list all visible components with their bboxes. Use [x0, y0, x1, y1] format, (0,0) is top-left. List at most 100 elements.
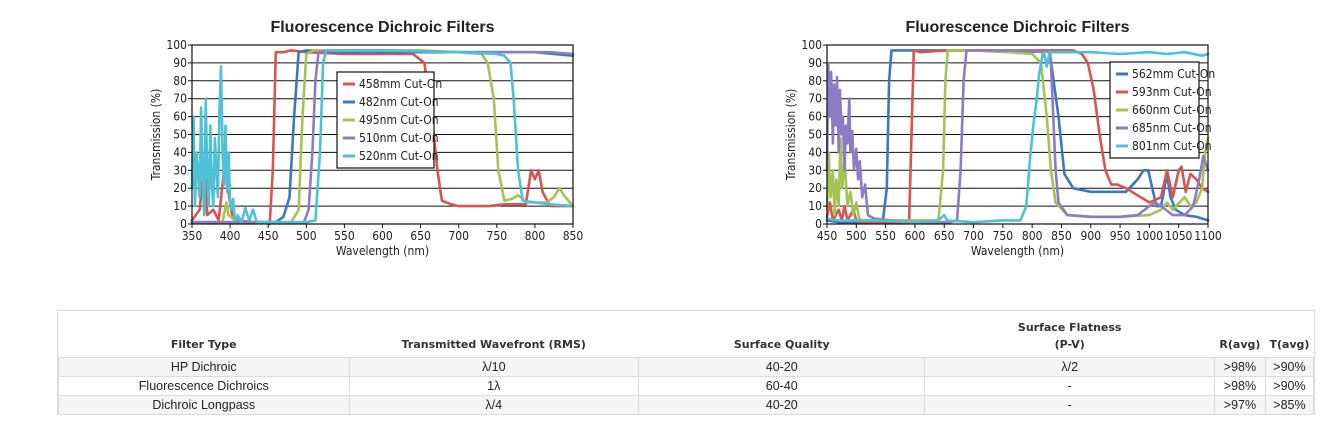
chart2-xtick-500: 500 — [846, 229, 867, 243]
cell-wavefront: λ/10 — [348, 356, 640, 377]
cell-r-avg: >98% — [1213, 375, 1266, 396]
header-surface-flatness-line2: (P-V) — [1054, 337, 1085, 351]
chart1-series-520nm-cut-on — [190, 49, 575, 224]
header-surface-flatness-line1: Surface Flatness — [1017, 320, 1122, 334]
cell-surface-quality: 60-40 — [638, 375, 926, 396]
chart2-ylabel: Transmission (%) — [784, 89, 798, 182]
chart1-xtick-800: 800 — [525, 229, 546, 243]
chart2-title: Fluorescence Dichroic Filters — [905, 19, 1129, 36]
chart1-legend-label-520nm-cut-on: 520nm Cut-On — [359, 149, 439, 163]
chart1-xtick-500: 500 — [296, 229, 317, 243]
header-transmitted-wavefront: Transmitted Wavefront (RMS) — [401, 337, 586, 351]
chart1-xlabel: Wavelength (nm) — [336, 244, 429, 258]
chart2-ytick-10: 10 — [808, 199, 822, 213]
cell-wavefront: 1λ — [348, 375, 640, 396]
chart1-ytick-70: 70 — [173, 92, 187, 106]
chart1-xtick-600: 600 — [372, 229, 393, 243]
chart1-ytick-30: 30 — [173, 163, 187, 177]
chart2-legend-label-593nm-cut-on: 593nm Cut-On — [1132, 85, 1212, 99]
chart1-xtick-350: 350 — [182, 229, 203, 243]
chart1-ytick-80: 80 — [173, 74, 187, 88]
table-row: HP Dichroic λ/10 40-20 λ/2 >98% >90% — [58, 356, 1315, 377]
chart1-xtick-850: 850 — [563, 229, 584, 243]
chart2-ytick-70: 70 — [808, 92, 822, 106]
chart2-legend-label-660nm-cut-on: 660nm Cut-On — [1132, 103, 1212, 117]
chart1-ytick-50: 50 — [173, 128, 187, 142]
chart2-ytick-0: 0 — [815, 217, 822, 231]
header-r-avg: R(avg) — [1219, 337, 1261, 351]
cell-wavefront: λ/4 — [348, 394, 640, 415]
chart-right-svg: Fluorescence Dichroic Filters 0 10 20 30 40 50… — [784, 19, 1222, 258]
chart1-xtick-700: 700 — [448, 229, 469, 243]
chart1-ytick-60: 60 — [173, 110, 187, 124]
chart2-series-660nm-cut-on — [825, 49, 1210, 222]
chart2-ytick-40: 40 — [808, 145, 822, 159]
chart2-ytick-60: 60 — [808, 110, 822, 124]
chart-left-svg: Fluorescence Dichroic Filters 0 10 20 30 40 50… — [149, 19, 584, 258]
chart1-ytick-0: 0 — [180, 217, 187, 231]
chart2-xtick-1000: 1000 — [1136, 229, 1164, 243]
chart1-xtick-400: 400 — [220, 229, 241, 243]
chart2-xtick-700: 700 — [963, 229, 984, 243]
header-surface-quality: Surface Quality — [733, 337, 830, 351]
cell-filter-type: Dichroic Longpass — [58, 394, 350, 415]
chart2-xtick-900: 900 — [1080, 229, 1101, 243]
chart1-xtick-450: 450 — [258, 229, 279, 243]
chart1-ytick-90: 90 — [173, 56, 187, 70]
cell-r-avg: >98% — [1213, 356, 1266, 377]
chart2-xtick-850: 850 — [1051, 229, 1072, 243]
chart-left: Fluorescence Dichroic Filters 0 10 20 30 40 50… — [140, 0, 600, 270]
chart2-series-801nm-cut-on — [825, 50, 1210, 224]
chart2-xtick-1100: 1100 — [1194, 229, 1222, 243]
chart1-xtick-750: 750 — [486, 229, 507, 243]
chart2-ytick-50: 50 — [808, 128, 822, 142]
chart1-legend-label-458mm-cut-on: 458mm Cut-On — [359, 77, 442, 91]
header-t-avg: T(avg) — [1269, 337, 1310, 351]
cell-filter-type: HP Dichroic — [58, 356, 350, 377]
chart2-xtick-650: 650 — [934, 229, 955, 243]
chart1-ytick-100: 100 — [166, 38, 187, 52]
chart2-xtick-750: 750 — [993, 229, 1014, 243]
cell-t-avg: >90% — [1264, 356, 1315, 377]
chart2-xtick-450: 450 — [817, 229, 838, 243]
chart1-xtick-650: 650 — [410, 229, 431, 243]
chart1-ytick-20: 20 — [173, 181, 187, 195]
chart1-legend-label-482nm-cut-on: 482nm Cut-On — [359, 95, 439, 109]
chart2-legend-label-801nm-cut-on: 801nm Cut-On — [1132, 139, 1212, 153]
cell-surface-flatness: λ/2 — [924, 356, 1215, 377]
chart2-ytick-100: 100 — [801, 38, 822, 52]
chart2-xtick-950: 950 — [1110, 229, 1131, 243]
chart1-title: Fluorescence Dichroic Filters — [270, 19, 494, 36]
chart2-ytick-90: 90 — [808, 56, 822, 70]
table-row: Dichroic Longpass λ/4 40-20 - >97% >85% — [58, 394, 1315, 415]
cell-surface-flatness: - — [924, 375, 1215, 396]
header-surface-flatness: Surface Flatness (P-V) — [925, 311, 1214, 357]
chart1-legend: 458mm Cut-On 482nm Cut-On 495nm Cut-On 510n… — [336, 71, 442, 169]
chart1-ylabel: Transmission (%) — [149, 89, 163, 182]
chart-right: Fluorescence Dichroic Filters 0 10 20 30 40 50… — [780, 0, 1240, 270]
cell-t-avg: >85% — [1264, 394, 1315, 415]
chart2-xtick-1050: 1050 — [1165, 229, 1193, 243]
chart2-ytick-80: 80 — [808, 74, 822, 88]
chart2-xlabel: Wavelength (nm) — [971, 244, 1064, 258]
cell-surface-flatness: - — [924, 394, 1215, 415]
chart1-legend-label-495nm-cut-on: 495nm Cut-On — [359, 113, 439, 127]
chart2-legend-label-685nm-cut-on: 685nm Cut-On — [1132, 121, 1212, 135]
spec-table-grid: Filter Type Transmitted Wavefront (RMS) … — [58, 311, 1315, 415]
chart2-xtick-600: 600 — [905, 229, 926, 243]
chart2-legend-label-562mm-cut-on: 562mm Cut-On — [1132, 67, 1215, 81]
cell-r-avg: >97% — [1213, 394, 1266, 415]
spec-table: Filter Type Transmitted Wavefront (RMS) … — [57, 310, 1315, 415]
chart2-ytick-30: 30 — [808, 163, 822, 177]
chart2-ytick-20: 20 — [808, 181, 822, 195]
cell-t-avg: >90% — [1264, 375, 1315, 396]
chart1-xtick-550: 550 — [334, 229, 355, 243]
cell-filter-type: Fluorescence Dichroics — [58, 375, 350, 396]
chart2-series-593nm-cut-on — [825, 49, 1210, 224]
table-header-row: Filter Type Transmitted Wavefront (RMS) … — [59, 311, 1314, 357]
chart2-xtick-550: 550 — [875, 229, 896, 243]
chart1-legend-label-510nm-cut-on: 510nm Cut-On — [359, 131, 439, 145]
chart1-ytick-40: 40 — [173, 145, 187, 159]
cell-surface-quality: 40-20 — [638, 356, 926, 377]
chart2-xtick-800: 800 — [1022, 229, 1043, 243]
